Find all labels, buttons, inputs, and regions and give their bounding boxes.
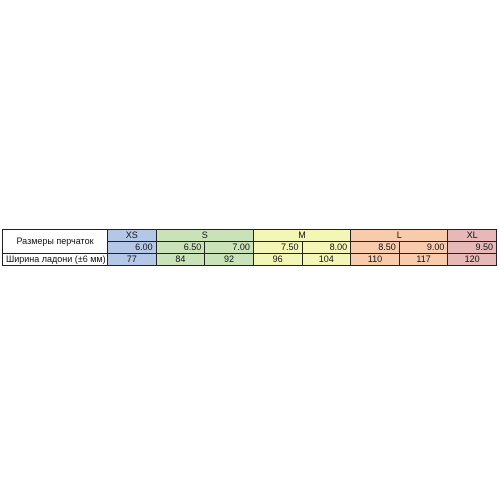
palm-width: 92 <box>204 253 254 266</box>
size-table: Размеры перчаток XS S M L XL 6.00 6.50 7.00 7.50 8… <box>2 229 497 266</box>
glove-size: 7.50 <box>252 241 303 254</box>
width-row: Ширина ладони (±6 мм) 77 84 92 96 104 110 117 12… <box>2 253 497 266</box>
palm-width: 84 <box>155 253 206 266</box>
size-group: XS <box>107 229 157 242</box>
palm-width: 120 <box>447 253 497 266</box>
glove-size: 6.00 <box>107 241 157 254</box>
palm-width: 104 <box>301 253 352 266</box>
size-group: S <box>155 229 254 242</box>
table-body: Размеры перчаток XS S M L XL 6.00 6.50 7.00 7.50 8… <box>2 229 497 266</box>
header-row: Размеры перчаток XS S M L XL <box>2 229 497 254</box>
palm-width: 96 <box>252 253 303 266</box>
glove-size: 8.50 <box>350 241 400 254</box>
palm-width: 77 <box>107 253 157 266</box>
glove-size: 6.50 <box>155 241 206 254</box>
row-label: Ширина ладони (±6 мм) <box>2 253 108 266</box>
size-group: M <box>252 229 352 242</box>
glove-size: 7.00 <box>204 241 254 254</box>
size-group: L <box>350 229 449 242</box>
header-label: Размеры перчаток <box>2 229 108 254</box>
palm-width: 110 <box>350 253 400 266</box>
glove-size: 9.50 <box>447 241 497 254</box>
glove-size: 9.00 <box>398 241 449 254</box>
palm-width: 117 <box>398 253 449 266</box>
size-group: XL <box>447 229 497 242</box>
glove-size: 8.00 <box>301 241 352 254</box>
